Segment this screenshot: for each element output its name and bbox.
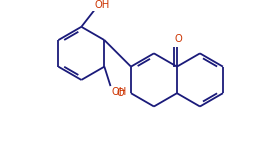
Text: O: O <box>174 34 182 44</box>
Text: O: O <box>116 88 124 98</box>
Text: OH: OH <box>111 86 126 97</box>
Text: OH: OH <box>95 0 110 10</box>
